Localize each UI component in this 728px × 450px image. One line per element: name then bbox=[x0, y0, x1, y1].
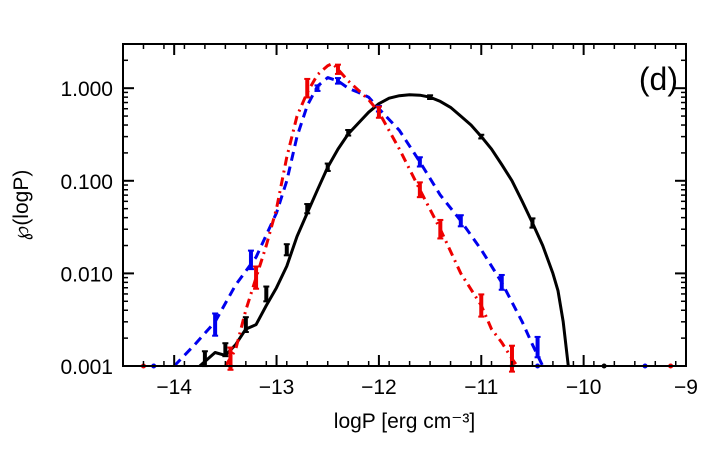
y-tick-label: 1.000 bbox=[60, 78, 113, 101]
y-tick-label: 0.001 bbox=[60, 356, 113, 379]
error-bar-black-solid bbox=[242, 316, 249, 333]
y-tick-label: 0.010 bbox=[60, 263, 113, 286]
series-line-black-solid bbox=[198, 93, 570, 368]
x-tick-label: −10 bbox=[566, 376, 602, 399]
error-bar-blue-dashed bbox=[247, 249, 254, 271]
x-tick-label: −12 bbox=[361, 376, 397, 399]
panel-label: (d) bbox=[639, 61, 678, 97]
y-axis-label: ℘(logP) bbox=[10, 170, 33, 241]
error-bar-blue-dashed bbox=[334, 77, 341, 85]
error-bar-black-solid bbox=[324, 162, 331, 172]
error-bar-blue-dashed bbox=[416, 156, 423, 168]
error-bar-red-dash-dot bbox=[375, 105, 382, 119]
series-line-red-dash-dot bbox=[224, 61, 519, 367]
x-tick-label: −13 bbox=[259, 376, 295, 399]
x-axis-label: logP [erg cm⁻³] bbox=[334, 410, 475, 433]
y-tick-label: 0.100 bbox=[60, 171, 113, 194]
error-bar-black-solid bbox=[304, 203, 311, 215]
error-bar-black-solid bbox=[427, 94, 434, 101]
error-bar-blue-dashed bbox=[212, 312, 219, 337]
error-bar-red-dash-dot bbox=[304, 77, 311, 99]
x-tick-label: −14 bbox=[156, 376, 192, 399]
plot-frame bbox=[122, 43, 687, 367]
error-bar-black-solid bbox=[222, 342, 229, 358]
series-line-blue-dashed bbox=[173, 76, 545, 368]
x-tick-label: −9 bbox=[674, 376, 698, 399]
error-bar-red-dash-dot bbox=[478, 293, 485, 318]
error-bar-red-dash-dot bbox=[334, 63, 341, 75]
error-bar-blue-dashed bbox=[314, 84, 321, 92]
error-bar-blue-dashed bbox=[534, 335, 541, 359]
error-bar-red-dash-dot bbox=[253, 265, 260, 290]
error-bar-black-solid bbox=[345, 128, 352, 137]
error-bar-black-solid bbox=[478, 133, 485, 140]
error-bar-red-dash-dot bbox=[437, 218, 444, 240]
x-tick-label: −11 bbox=[464, 376, 498, 399]
error-bar-blue-dashed bbox=[498, 273, 505, 291]
error-bar-black-solid bbox=[283, 243, 290, 257]
error-bar-black-solid bbox=[529, 217, 536, 229]
error-bar-black-solid bbox=[263, 285, 270, 303]
error-bar-blue-dashed bbox=[457, 214, 464, 228]
error-bar-red-dash-dot bbox=[416, 181, 423, 199]
